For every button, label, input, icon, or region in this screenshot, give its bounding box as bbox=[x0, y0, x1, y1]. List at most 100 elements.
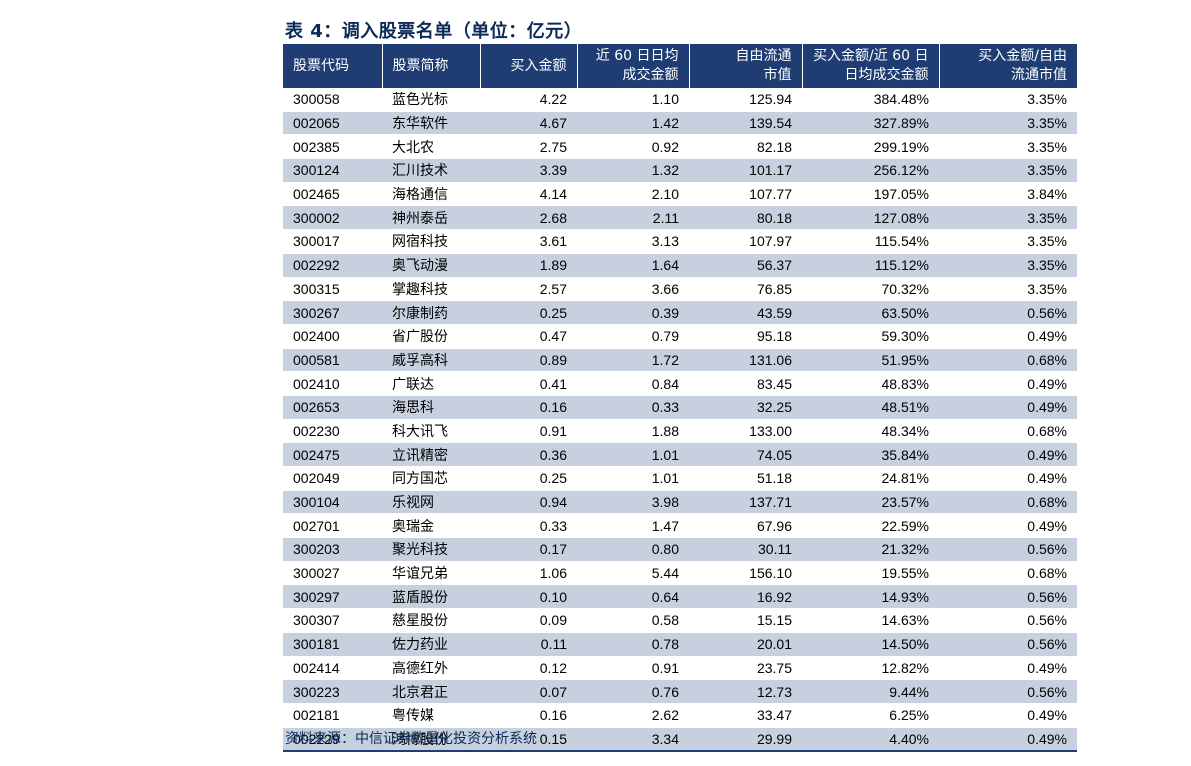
stock-code-cell: 002229 bbox=[283, 727, 382, 753]
table-title: 表 4：调入股票名单（单位：亿元） bbox=[285, 21, 583, 42]
header-ratio-avg60-line2: 日均成交金额 bbox=[844, 67, 929, 83]
free-float-cap-cell: 131.06 bbox=[689, 348, 802, 373]
table-row: 300058 蓝色光标 4.22 1.10 125.94 384.48% 3.35% bbox=[283, 88, 1077, 112]
stock-name-cell: 蓝盾股份 bbox=[382, 584, 480, 610]
ratio-float-cell: 0.68% bbox=[939, 490, 1077, 515]
ratio-float-cell: 0.49% bbox=[939, 442, 1077, 467]
stock-code-cell: 002049 bbox=[283, 466, 382, 491]
ratio-avg60-cell: 14.93% bbox=[802, 584, 939, 610]
ratio-avg60-cell: 23.57% bbox=[802, 490, 939, 515]
stock-code-cell: 300315 bbox=[283, 277, 382, 302]
avg60-turnover-cell: 0.64 bbox=[577, 584, 689, 610]
header-avg60: 近 60 日日均 成交金额 bbox=[577, 44, 690, 88]
ratio-float-cell: 3.35% bbox=[939, 277, 1077, 302]
buy-amount-cell: 0.16 bbox=[480, 703, 577, 728]
avg60-turnover-cell: 0.80 bbox=[577, 537, 689, 562]
stock-name-cell: 神州泰岳 bbox=[382, 205, 480, 231]
avg60-turnover-cell: 3.98 bbox=[577, 490, 689, 515]
header-code: 股票代码 bbox=[283, 44, 383, 88]
free-float-cap-cell: 30.11 bbox=[689, 537, 802, 562]
stock-name-cell: 慈星股份 bbox=[382, 608, 480, 633]
transfer-in-stock-table: 股票代码 股票简称 买入金额 近 60 日日均 成交金额 自由流通 市值 买入金… bbox=[283, 44, 1077, 753]
ratio-float-cell: 0.56% bbox=[939, 584, 1077, 610]
avg60-turnover-cell: 3.66 bbox=[577, 277, 689, 302]
buy-amount-cell: 0.91 bbox=[480, 419, 577, 444]
free-float-cap-cell: 33.47 bbox=[689, 703, 802, 728]
table-row: 002465 海格通信 4.14 2.10 107.77 197.05% 3.84% bbox=[283, 182, 1077, 207]
avg60-turnover-cell: 0.78 bbox=[577, 632, 689, 657]
avg60-turnover-cell: 3.13 bbox=[577, 229, 689, 254]
free-float-cap-cell: 156.10 bbox=[689, 561, 802, 586]
avg60-turnover-cell: 1.47 bbox=[577, 513, 689, 539]
stock-name-cell: 省广股份 bbox=[382, 324, 480, 349]
buy-amount-cell: 4.22 bbox=[480, 88, 577, 112]
free-float-cap-cell: 80.18 bbox=[689, 205, 802, 231]
ratio-avg60-cell: 12.82% bbox=[802, 656, 939, 681]
table-row: 002653 海思科 0.16 0.33 32.25 48.51% 0.49% bbox=[283, 395, 1077, 420]
table-row: 300104 乐视网 0.94 3.98 137.71 23.57% 0.68% bbox=[283, 490, 1077, 515]
ratio-avg60-cell: 115.54% bbox=[802, 229, 939, 254]
stock-name-cell: 同方国芯 bbox=[382, 466, 480, 491]
buy-amount-cell: 0.11 bbox=[480, 632, 577, 657]
free-float-cap-cell: 133.00 bbox=[689, 419, 802, 444]
table-row: 300124 汇川技术 3.39 1.32 101.17 256.12% 3.35% bbox=[283, 158, 1077, 183]
table-row: 002065 东华软件 4.67 1.42 139.54 327.89% 3.35% bbox=[283, 111, 1077, 136]
ratio-float-cell: 0.56% bbox=[939, 679, 1077, 704]
stock-name-cell: 佐力药业 bbox=[382, 632, 480, 657]
avg60-turnover-cell: 0.39 bbox=[577, 300, 689, 325]
free-float-cap-cell: 82.18 bbox=[689, 134, 802, 160]
header-ratio-float: 买入金额/自由 流通市值 bbox=[939, 44, 1077, 88]
ratio-avg60-cell: 48.83% bbox=[802, 371, 939, 396]
header-ratio-avg60: 买入金额/近 60 日 日均成交金额 bbox=[802, 44, 940, 88]
stock-name-cell: 奥瑞金 bbox=[382, 513, 480, 539]
free-float-cap-cell: 74.05 bbox=[689, 442, 802, 467]
ratio-float-cell: 0.49% bbox=[939, 513, 1077, 539]
stock-name-cell: 东华软件 bbox=[382, 111, 480, 136]
avg60-turnover-cell: 2.11 bbox=[577, 205, 689, 231]
table-row: 002385 大北农 2.75 0.92 82.18 299.19% 3.35% bbox=[283, 134, 1077, 160]
table-row: 002400 省广股份 0.47 0.79 95.18 59.30% 0.49% bbox=[283, 324, 1077, 349]
ratio-avg60-cell: 70.32% bbox=[802, 277, 939, 302]
stock-code-cell: 300181 bbox=[283, 632, 382, 657]
free-float-cap-cell: 16.92 bbox=[689, 584, 802, 610]
ratio-avg60-cell: 4.40% bbox=[802, 727, 939, 753]
free-float-cap-cell: 67.96 bbox=[689, 513, 802, 539]
stock-code-cell: 300203 bbox=[283, 537, 382, 562]
buy-amount-cell: 4.67 bbox=[480, 111, 577, 136]
ratio-avg60-cell: 14.63% bbox=[802, 608, 939, 633]
avg60-turnover-cell: 0.92 bbox=[577, 134, 689, 160]
ratio-float-cell: 0.68% bbox=[939, 348, 1077, 373]
ratio-avg60-cell: 256.12% bbox=[802, 158, 939, 183]
avg60-turnover-cell: 0.79 bbox=[577, 324, 689, 349]
free-float-cap-cell: 83.45 bbox=[689, 371, 802, 396]
stock-code-cell: 002465 bbox=[283, 182, 382, 207]
ratio-avg60-cell: 6.25% bbox=[802, 703, 939, 728]
avg60-turnover-cell: 1.10 bbox=[577, 88, 689, 112]
stock-code-cell: 300297 bbox=[283, 584, 382, 610]
buy-amount-cell: 0.25 bbox=[480, 466, 577, 491]
stock-name-cell: 网宿科技 bbox=[382, 229, 480, 254]
stock-name-cell: 高德红外 bbox=[382, 656, 480, 681]
table-row: 002410 广联达 0.41 0.84 83.45 48.83% 0.49% bbox=[283, 371, 1077, 396]
table-row: 300203 聚光科技 0.17 0.80 30.11 21.32% 0.56% bbox=[283, 537, 1077, 562]
avg60-turnover-cell: 0.84 bbox=[577, 371, 689, 396]
buy-amount-cell: 0.07 bbox=[480, 679, 577, 704]
table-row: 300017 网宿科技 3.61 3.13 107.97 115.54% 3.35% bbox=[283, 229, 1077, 254]
stock-name-cell: 尔康制药 bbox=[382, 300, 480, 325]
header-ratio-avg60-line1: 买入金额/近 60 日 bbox=[813, 48, 929, 64]
ratio-float-cell: 0.49% bbox=[939, 324, 1077, 349]
ratio-avg60-cell: 384.48% bbox=[802, 88, 939, 112]
table-row: 300027 华谊兄弟 1.06 5.44 156.10 19.55% 0.68% bbox=[283, 561, 1077, 586]
ratio-avg60-cell: 21.32% bbox=[802, 537, 939, 562]
avg60-turnover-cell: 1.88 bbox=[577, 419, 689, 444]
stock-name-cell: 掌趣科技 bbox=[382, 277, 480, 302]
free-float-cap-cell: 107.97 bbox=[689, 229, 802, 254]
free-float-cap-cell: 101.17 bbox=[689, 158, 802, 183]
ratio-avg60-cell: 327.89% bbox=[802, 111, 939, 136]
buy-amount-cell: 4.14 bbox=[480, 182, 577, 207]
free-float-cap-cell: 95.18 bbox=[689, 324, 802, 349]
table-row: 002292 奥飞动漫 1.89 1.64 56.37 115.12% 3.35% bbox=[283, 253, 1077, 278]
stock-code-cell: 002065 bbox=[283, 111, 382, 136]
ratio-float-cell: 0.49% bbox=[939, 703, 1077, 728]
ratio-float-cell: 3.35% bbox=[939, 111, 1077, 136]
